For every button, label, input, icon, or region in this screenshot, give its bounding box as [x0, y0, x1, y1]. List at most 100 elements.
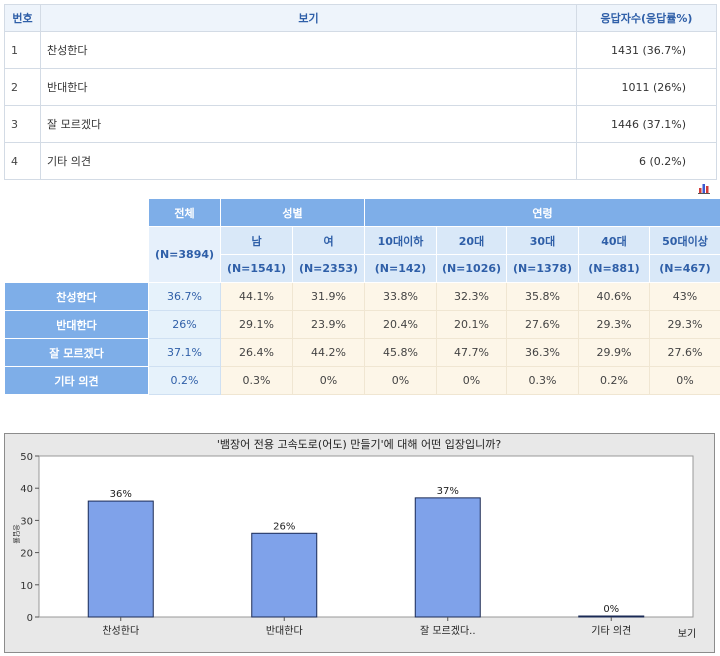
- crosstab-row: 기타 의견 0.2% 0.3% 0% 0% 0% 0.3% 0.2% 0%: [4, 366, 720, 395]
- cell: 0%: [292, 366, 365, 395]
- row-responses: 1446 (37.1%): [576, 105, 717, 143]
- total-header: 전체: [148, 198, 221, 227]
- cell: 0.2%: [578, 366, 650, 395]
- cell: 44.2%: [292, 338, 365, 367]
- y-tick-label: 20: [20, 549, 33, 560]
- row-total: 36.7%: [148, 282, 221, 311]
- bar: [414, 497, 481, 618]
- cell: 47.7%: [436, 338, 507, 367]
- col-n: (N=1026): [436, 254, 507, 283]
- row-total: 37.1%: [148, 338, 221, 367]
- col-n: (N=881): [578, 254, 650, 283]
- row-no: 3: [4, 105, 41, 143]
- header-no: 번호: [4, 4, 41, 32]
- chart-title: '뱀장어 전용 고속도로(어도) 만들기'에 대해 어떤 입장입니까?: [217, 437, 501, 451]
- header-option: 보기: [40, 4, 577, 32]
- total-n: (N=3894): [148, 226, 221, 283]
- options-table: 번호 보기 응답자수(응답률%) 1 찬성한다 1431 (36.7%) 2 반…: [4, 4, 717, 180]
- cell: 29.3%: [649, 310, 720, 339]
- row-total: 0.2%: [148, 366, 221, 395]
- col-label: 40대: [578, 226, 650, 255]
- row-responses: 6 (0.2%): [576, 142, 717, 180]
- crosstab-row: 잘 모르겠다 37.1% 26.4% 44.2% 45.8% 47.7% 36.…: [4, 338, 720, 367]
- row-label: 잘 모르겠다: [4, 338, 149, 367]
- x-tick-label: 잘 모르겠다..: [420, 625, 476, 637]
- row-option: 잘 모르겠다: [40, 105, 577, 143]
- cell: 40.6%: [578, 282, 650, 311]
- row-option: 찬성한다: [40, 31, 577, 69]
- x-tick-label: 반대한다: [266, 625, 303, 637]
- cell: 0.3%: [506, 366, 579, 395]
- col-n: (N=1378): [506, 254, 579, 283]
- bar: [87, 500, 154, 618]
- bar-value-label: 26%: [273, 521, 295, 532]
- row-no: 2: [4, 68, 41, 106]
- bar-value-label: 37%: [437, 486, 459, 497]
- cell: 27.6%: [506, 310, 579, 339]
- bar-chart-icon[interactable]: [698, 182, 710, 194]
- y-axis-label: 응답률: [12, 524, 21, 544]
- col-n: (N=142): [364, 254, 437, 283]
- y-tick-label: 0: [27, 613, 33, 624]
- row-no: 4: [4, 142, 41, 180]
- col-label: 여: [292, 226, 365, 255]
- age-header: 연령: [364, 198, 720, 227]
- col-n: (N=2353): [292, 254, 365, 283]
- cell: 20.4%: [364, 310, 437, 339]
- x-tick-label: 찬성한다: [102, 625, 139, 637]
- y-tick-label: 40: [20, 484, 33, 495]
- cell: 29.3%: [578, 310, 650, 339]
- row-label: 반대한다: [4, 310, 149, 339]
- bar: [251, 532, 318, 618]
- table-row: 1 찬성한다 1431 (36.7%): [4, 31, 717, 69]
- row-responses: 1011 (26%): [576, 68, 717, 106]
- cell: 32.3%: [436, 282, 507, 311]
- col-label: 남: [220, 226, 293, 255]
- y-tick-label: 10: [20, 581, 33, 592]
- col-n: (N=467): [649, 254, 720, 283]
- y-tick-label: 30: [20, 516, 33, 527]
- row-label: 기타 의견: [4, 366, 149, 395]
- options-header-row: 번호 보기 응답자수(응답률%): [4, 4, 717, 32]
- cell: 33.8%: [364, 282, 437, 311]
- col-label: 50대이상: [649, 226, 720, 255]
- cell: 27.6%: [649, 338, 720, 367]
- bar-chart: '뱀장어 전용 고속도로(어도) 만들기'에 대해 어떤 입장입니까? 0 10 20…: [12, 437, 696, 640]
- bar-chart-panel: '뱀장어 전용 고속도로(어도) 만들기'에 대해 어떤 입장입니까? 0 10 20…: [4, 433, 715, 653]
- col-label: 30대: [506, 226, 579, 255]
- cell: 43%: [649, 282, 720, 311]
- table-row: 2 반대한다 1011 (26%): [4, 68, 717, 106]
- row-option: 반대한다: [40, 68, 577, 106]
- cell: 36.3%: [506, 338, 579, 367]
- x-tick-label: 기타 의견: [591, 625, 631, 637]
- cell: 0%: [436, 366, 507, 395]
- cell: 29.9%: [578, 338, 650, 367]
- col-label: 10대이하: [364, 226, 437, 255]
- cell: 44.1%: [220, 282, 293, 311]
- crosstab-row: 반대한다 26% 29.1% 23.9% 20.4% 20.1% 27.6% 2…: [4, 310, 720, 339]
- cell: 23.9%: [292, 310, 365, 339]
- cell: 26.4%: [220, 338, 293, 367]
- crosstab-table: 전체 성별 연령 (N=3894) 남 여 10대이하 20대 30대 40대 …: [4, 198, 720, 395]
- header-responses: 응답자수(응답률%): [576, 4, 717, 32]
- cell: 0%: [649, 366, 720, 395]
- table-row: 4 기타 의견 6 (0.2%): [4, 142, 717, 180]
- cell: 31.9%: [292, 282, 365, 311]
- row-total: 26%: [148, 310, 221, 339]
- bar-value-label: 36%: [110, 489, 132, 500]
- cell: 35.8%: [506, 282, 579, 311]
- bar: [578, 615, 645, 618]
- cell: 20.1%: [436, 310, 507, 339]
- cell: 29.1%: [220, 310, 293, 339]
- col-n: (N=1541): [220, 254, 293, 283]
- gender-header: 성별: [220, 198, 365, 227]
- cell: 0%: [364, 366, 437, 395]
- cell: 0.3%: [220, 366, 293, 395]
- row-option: 기타 의견: [40, 142, 577, 180]
- crosstab-row: 찬성한다 36.7% 44.1% 31.9% 33.8% 32.3% 35.8%…: [4, 282, 720, 311]
- row-responses: 1431 (36.7%): [576, 31, 717, 69]
- crosstab-corner: [4, 198, 149, 283]
- x-axis-label: 보기: [678, 628, 696, 640]
- row-no: 1: [4, 31, 41, 69]
- bar-value-label: 0%: [603, 604, 619, 615]
